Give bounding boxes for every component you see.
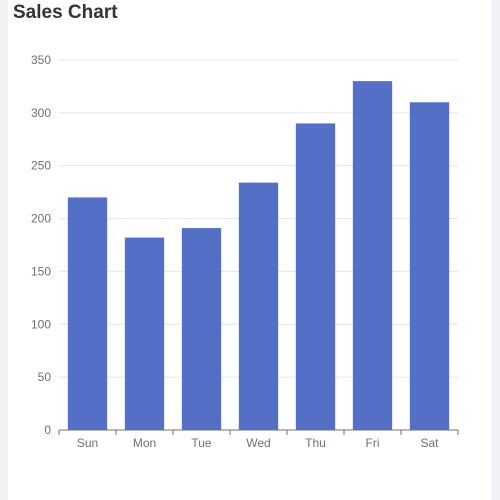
bar-sun[interactable] (67, 197, 108, 430)
y-tick-label: 50 (38, 370, 52, 384)
bars (67, 81, 450, 431)
y-tick-label: 200 (31, 212, 51, 226)
bar-wed[interactable] (238, 182, 279, 430)
bar-mon[interactable] (124, 237, 165, 430)
chart-title: Sales Chart (13, 2, 118, 23)
x-tick-label: Sun (77, 436, 98, 450)
y-tick-label: 0 (44, 423, 51, 437)
x-tick-label: Mon (133, 436, 156, 450)
y-tick-label: 250 (31, 159, 51, 173)
bar-fri[interactable] (352, 81, 393, 431)
bar-chart: 0 50 100 150 200 250 300 350 Sun Mon Tue Wed Thu Fri… (31, 53, 459, 450)
y-tick-label: 150 (31, 264, 51, 278)
y-tick-label: 100 (31, 317, 51, 331)
x-tick-label: Thu (305, 436, 326, 450)
bar-tue[interactable] (181, 228, 222, 430)
y-axis-tick-labels: 0 50 100 150 200 250 300 350 (31, 53, 51, 437)
bar-thu[interactable] (295, 123, 336, 430)
y-tick-label: 300 (31, 106, 51, 120)
x-axis: Sun Mon Tue Wed Thu Fri Sat (58, 429, 459, 450)
x-tick-label: Tue (191, 436, 212, 450)
x-tick-label: Fri (366, 436, 380, 450)
x-tick-label: Sat (420, 436, 439, 450)
y-tick-label: 350 (31, 53, 51, 67)
bar-sat[interactable] (409, 102, 450, 431)
x-tick-label: Wed (246, 436, 270, 450)
chart-panel: Sales Chart 0 50 100 150 200 250 300 350 Sun Mon… (8, 0, 492, 500)
